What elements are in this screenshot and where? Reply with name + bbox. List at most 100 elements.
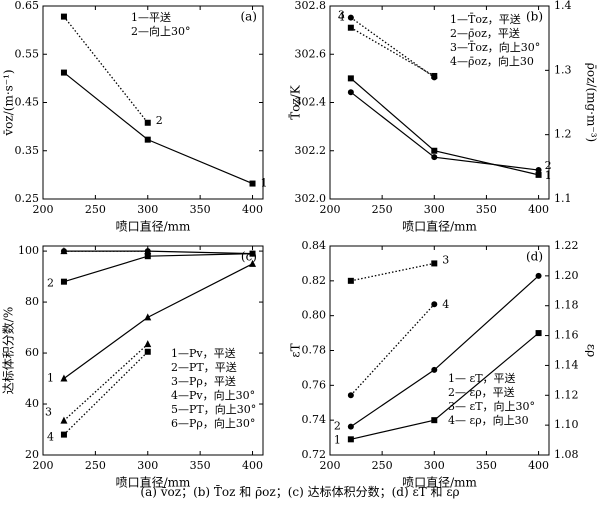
legend-entry: 1—平送	[131, 10, 171, 24]
x-tick-label: 250	[372, 203, 393, 216]
y-tick-label: 0.65	[15, 0, 40, 12]
x-tick-label: 400	[528, 459, 549, 472]
panel-label: (b)	[526, 10, 543, 24]
series-label-2: 2	[47, 277, 54, 290]
series-label-3: 3	[442, 253, 449, 266]
series-line-1	[63, 72, 253, 185]
data-point-1	[347, 436, 354, 443]
x-tick-label: 200	[320, 459, 341, 472]
series-label-4: 4	[47, 431, 54, 444]
series-label-1: 1	[261, 177, 268, 190]
data-point-2	[144, 119, 151, 126]
series-label-6: 3	[45, 406, 52, 419]
y-tick-label: 302.0	[295, 192, 327, 205]
y-tick-label: 80	[25, 295, 39, 308]
x-tick-label: 300	[424, 459, 445, 472]
data-point-1	[144, 313, 152, 321]
series-label-1: 1	[545, 169, 552, 182]
y-tick-label: 60	[25, 346, 39, 359]
legend-entry: 5—PT，向上30°	[171, 402, 256, 416]
x-tick-label: 350	[190, 459, 211, 472]
y-right-tick-label: 1.22	[554, 239, 579, 252]
series-line-3	[350, 262, 435, 282]
panel-label: (a)	[240, 10, 257, 24]
data-point-4	[144, 348, 151, 355]
x-tick-label: 350	[476, 203, 497, 216]
series-line-1	[350, 77, 539, 176]
x-tick-label: 400	[242, 459, 263, 472]
legend-entry: 1—T̄oz，平送	[450, 12, 521, 26]
x-axis-label: 喷口直径/mm	[402, 220, 477, 234]
data-point-3	[347, 24, 354, 31]
data-point-4	[347, 14, 354, 21]
data-point-2	[535, 272, 542, 279]
x-tick-label: 300	[137, 459, 158, 472]
legend-entry: 3—Pρ，平送	[171, 374, 236, 388]
x-tick-label: 400	[242, 203, 263, 216]
y-tick-label: 0.25	[15, 192, 40, 205]
y-axis-label: εT	[289, 343, 303, 357]
series-line-2	[63, 253, 253, 283]
y-right-tick-label: 1.4	[554, 0, 572, 12]
legend-entry: 3—T̄oz，向上30°	[450, 40, 540, 54]
x-tick-label: 200	[320, 203, 341, 216]
x-tick-label: 350	[476, 459, 497, 472]
legend-entry: 1— εT，平送	[448, 371, 516, 385]
data-point-6	[144, 340, 152, 348]
series-label-4: 4	[338, 11, 345, 24]
y-tick-label: 0.45	[15, 96, 40, 109]
data-point-2	[347, 423, 354, 430]
series-label-2: 2	[334, 420, 341, 433]
y-right-tick-label: 1.10	[554, 418, 579, 431]
x-tick-label: 350	[190, 203, 211, 216]
x-tick-label: 250	[372, 459, 393, 472]
data-point-1	[535, 171, 542, 178]
legend-entry: 1—Pv，平送	[171, 346, 236, 360]
data-point-2	[431, 154, 438, 161]
y-tick-label: 302.4	[295, 96, 327, 109]
series-label-1: 1	[47, 372, 54, 385]
y-tick-label: 0.76	[302, 378, 327, 391]
y-tick-label: 0.55	[15, 47, 40, 60]
data-point-2	[347, 89, 354, 96]
y-tick-label: 100	[18, 244, 39, 257]
y-right-axis-label: ρ̄oz/(mg·m⁻³)	[585, 63, 599, 142]
x-tick-label: 250	[85, 203, 106, 216]
legend-entry: 4—Pv，向上30°	[171, 388, 255, 402]
x-tick-label: 300	[424, 203, 445, 216]
y-right-tick-label: 1.3	[554, 63, 572, 76]
series-line-6	[63, 343, 149, 422]
series-line-2	[350, 91, 539, 171]
y-right-axis-label: ερ	[585, 344, 599, 357]
x-tick-label: 200	[33, 203, 54, 216]
y-tick-label: 0.72	[302, 448, 327, 461]
series-line-3	[350, 27, 435, 77]
legend-entry: 2—ρ̄oz，平送	[450, 26, 520, 40]
legend-entry: 4—ρ̄oz，向上30	[450, 54, 534, 68]
y-right-tick-label: 1.08	[554, 448, 579, 461]
series-label-4: 4	[442, 298, 449, 311]
x-tick-label: 400	[528, 203, 549, 216]
legend-entry: 2— ερ，平送	[448, 385, 515, 399]
x-axis-label: 喷口直径/mm	[116, 220, 191, 234]
series-line-4	[350, 303, 435, 396]
x-tick-label: 300	[137, 203, 158, 216]
y-tick-label: 0.84	[302, 239, 327, 252]
y-axis-label: 达标体积分数/%	[1, 307, 16, 394]
data-point-2	[144, 253, 151, 260]
y-tick-label: 20	[25, 448, 39, 461]
x-axis-label: 喷口直径/mm	[402, 476, 477, 490]
data-point-2	[60, 13, 67, 20]
y-axis-label: T̄oz/K	[287, 84, 302, 120]
y-axis-label: v̄oz/(m·s⁻¹)	[2, 69, 16, 136]
y-tick-label: 302.6	[295, 47, 327, 60]
series-label-3: 3	[338, 9, 345, 22]
data-point-3	[249, 250, 256, 257]
data-point-1	[347, 75, 354, 82]
y-right-tick-label: 1.14	[554, 358, 579, 371]
x-tick-label: 250	[85, 459, 106, 472]
panel-frame	[42, 245, 264, 456]
series-label-1: 1	[334, 433, 341, 446]
data-point-5	[144, 247, 152, 255]
